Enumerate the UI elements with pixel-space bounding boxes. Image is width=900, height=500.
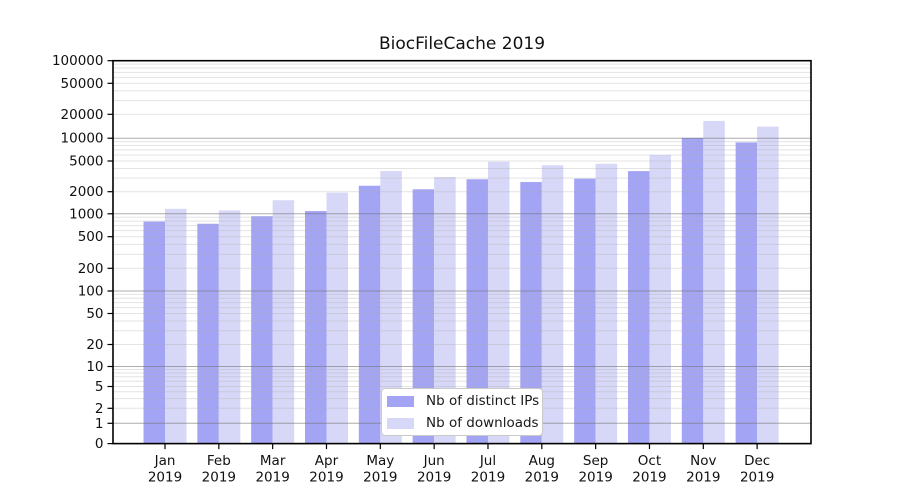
x-tick-label-month: Apr xyxy=(315,453,339,469)
y-tick-label: 10000 xyxy=(61,131,104,147)
x-tick-label-month: Jul xyxy=(479,453,496,469)
bars-group xyxy=(143,120,779,444)
x-tick-label-month: Mar xyxy=(260,453,286,469)
legend-label-distinct-ips: Nb of distinct IPs xyxy=(426,393,540,409)
x-axis: Jan2019Feb2019Mar2019Apr2019May2019Jun20… xyxy=(148,443,774,486)
bar-distinct-ips-may xyxy=(358,185,381,444)
x-tick-label-year: 2019 xyxy=(255,470,289,486)
bar-distinct-ips-apr xyxy=(304,211,327,444)
chart-title: BiocFileCache 2019 xyxy=(378,34,546,54)
y-tick-label: 1000 xyxy=(69,206,103,222)
bar-downloads-nov xyxy=(703,120,725,444)
x-tick-label-month: May xyxy=(366,453,394,469)
legend-entry-downloads: Nb of downloads xyxy=(387,413,542,433)
bar-downloads-apr xyxy=(326,192,348,444)
bar-distinct-ips-jul xyxy=(466,179,488,444)
y-tick-label: 2 xyxy=(95,401,104,417)
bar-distinct-ips-oct xyxy=(627,171,650,444)
bar-downloads-aug xyxy=(541,165,564,444)
bar-downloads-jul xyxy=(487,161,510,444)
y-tick-label: 50 xyxy=(86,306,103,322)
legend-entry-distinct-ips: Nb of distinct IPs xyxy=(387,391,542,411)
x-tick-label-year: 2019 xyxy=(632,470,666,486)
y-tick-label: 5 xyxy=(95,379,104,395)
y-tick-label: 2000 xyxy=(69,184,103,200)
bar-distinct-ips-aug xyxy=(520,182,542,444)
x-tick-label-year: 2019 xyxy=(202,470,236,486)
y-tick-label: 200 xyxy=(78,261,104,277)
y-tick-label: 100000 xyxy=(52,53,104,69)
y-tick-label: 20 xyxy=(86,337,103,353)
bar-distinct-ips-jun xyxy=(412,189,435,444)
x-tick-label-month: Feb xyxy=(207,453,231,469)
x-tick-label-year: 2019 xyxy=(578,470,612,486)
y-tick-label: 1 xyxy=(95,416,104,432)
y-axis: 0 12 5 10 20 50 100 200 500 1000 2000 5000 10000 2000… xyxy=(52,53,113,452)
legend-swatch-distinct-ips xyxy=(387,395,414,407)
bar-downloads-feb xyxy=(218,210,241,444)
y-tick-label: 20000 xyxy=(61,107,104,123)
plot-border xyxy=(112,59,812,445)
x-tick-label-year: 2019 xyxy=(471,470,505,486)
bar-downloads-jun xyxy=(434,177,456,444)
bar-distinct-ips-feb xyxy=(197,223,219,444)
x-tick-label-month: Sep xyxy=(583,453,608,469)
bar-downloads-mar xyxy=(272,200,295,444)
legend: Nb of distinct IPs Nb of downloads xyxy=(381,388,543,436)
x-tick-label-month: Jun xyxy=(423,453,445,469)
bar-distinct-ips-mar xyxy=(251,216,273,444)
legend-swatch-downloads xyxy=(387,417,414,429)
x-tick-label-month: Dec xyxy=(744,453,770,469)
bar-distinct-ips-sep xyxy=(574,178,596,444)
x-tick-label-year: 2019 xyxy=(417,470,451,486)
bar-distinct-ips-jan xyxy=(143,221,165,444)
bar-downloads-sep xyxy=(595,163,618,444)
y-tick-label: 0 xyxy=(95,436,104,452)
bar-distinct-ips-dec xyxy=(735,142,758,444)
x-tick-label-year: 2019 xyxy=(148,470,182,486)
x-tick-label-year: 2019 xyxy=(363,470,397,486)
y-tick-label: 100 xyxy=(78,284,104,300)
x-tick-label-year: 2019 xyxy=(309,470,343,486)
bar-downloads-jan xyxy=(165,208,187,444)
x-tick-label-month: Aug xyxy=(529,453,555,469)
x-tick-label-year: 2019 xyxy=(686,470,720,486)
y-tick-label: 5000 xyxy=(69,154,103,170)
x-tick-label-month: Jan xyxy=(154,453,176,469)
x-tick-label-month: Oct xyxy=(638,453,661,469)
x-tick-label-year: 2019 xyxy=(525,470,559,486)
y-tick-label: 500 xyxy=(78,229,104,245)
x-tick-label-year: 2019 xyxy=(740,470,774,486)
y-tick-label: 10 xyxy=(86,359,103,375)
legend-label-downloads: Nb of downloads xyxy=(426,415,539,431)
x-tick-label-month: Nov xyxy=(690,453,716,469)
bar-downloads-may xyxy=(380,171,402,444)
bar-downloads-dec xyxy=(757,126,779,444)
bar-downloads-oct xyxy=(649,155,671,444)
y-tick-label: 50000 xyxy=(61,76,104,92)
